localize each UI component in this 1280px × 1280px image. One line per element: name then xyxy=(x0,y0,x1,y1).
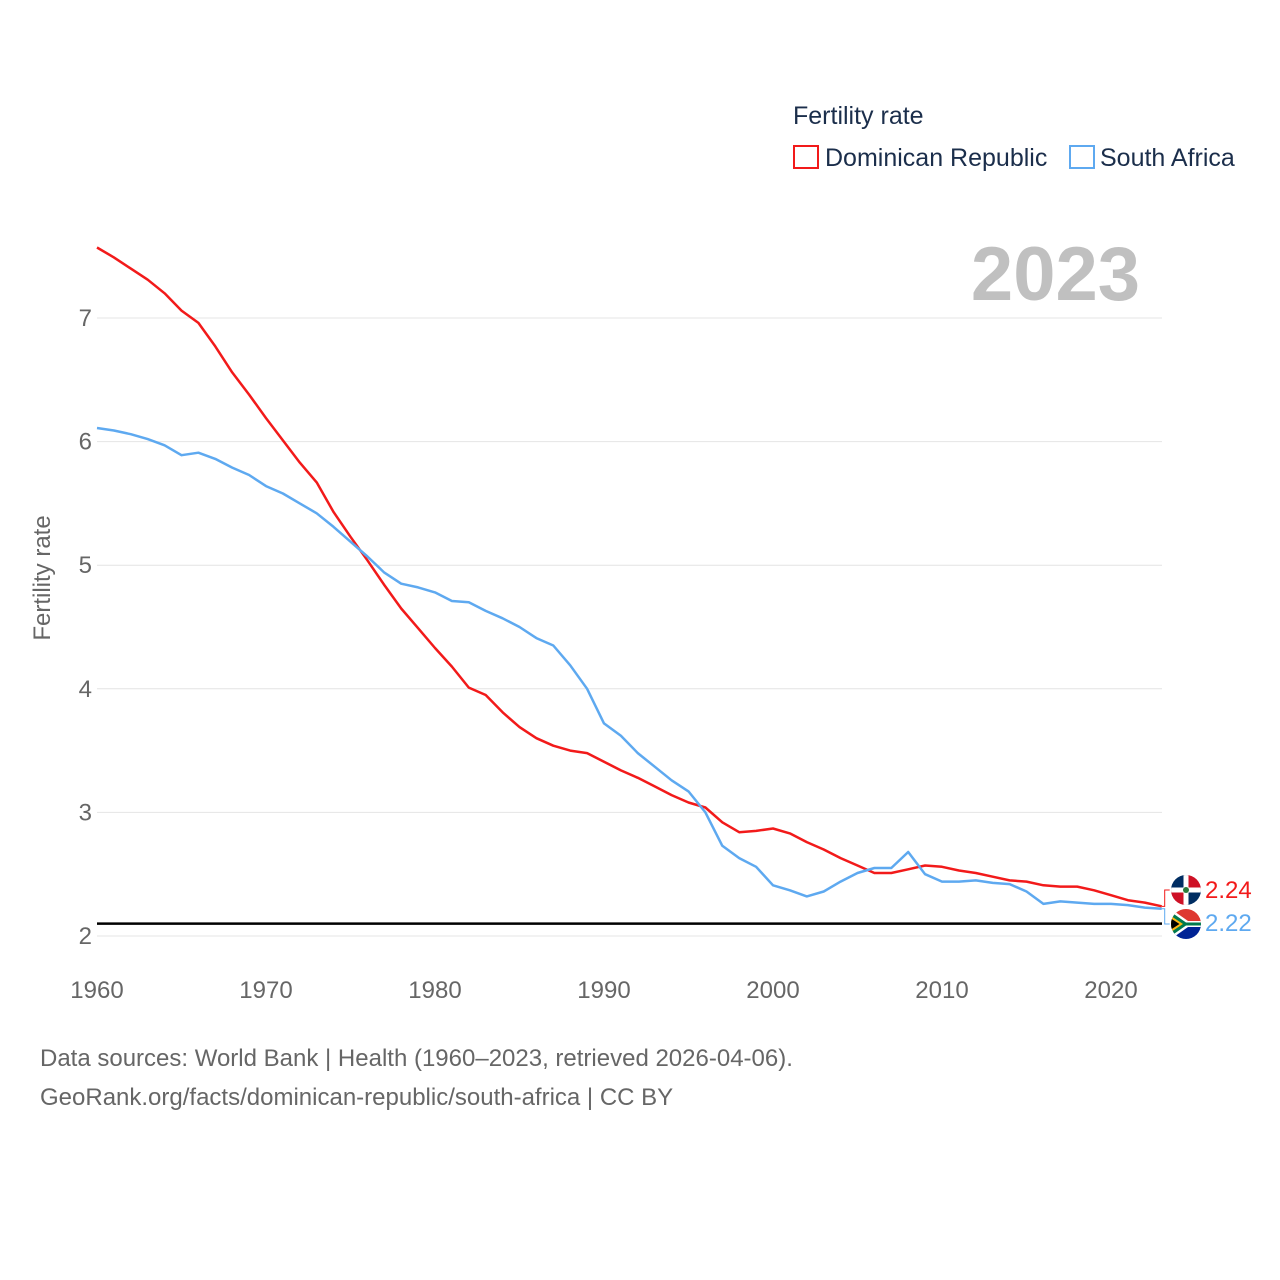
series-line-dominican-republic xyxy=(96,246,1162,908)
year-label: 2023 xyxy=(971,232,1140,317)
legend-label-south-africa[interactable]: South Africa xyxy=(1100,144,1235,172)
x-tick-label: 1980 xyxy=(408,977,461,1004)
y-axis-label: Fertility rate xyxy=(29,515,56,640)
south-africa-flag-icon xyxy=(1171,909,1201,939)
y-tick-label: 2 xyxy=(79,923,92,950)
dominican-republic-end-value: 2.24 xyxy=(1205,877,1252,904)
x-tick-label: 2020 xyxy=(1084,977,1137,1004)
y-tick-label: 3 xyxy=(79,799,92,826)
south-africa-end-value: 2.22 xyxy=(1205,910,1252,937)
x-tick-label: 1990 xyxy=(577,977,630,1004)
x-tick-label: 2010 xyxy=(915,977,968,1004)
end-connector xyxy=(1161,908,1170,925)
end-connector xyxy=(1161,889,1170,907)
x-tick-label: 2000 xyxy=(746,977,799,1004)
y-tick-label: 7 xyxy=(79,305,92,332)
legend-label-dominican-republic[interactable]: Dominican Republic xyxy=(825,144,1047,172)
source-url-text[interactable]: GeoRank.org/facts/dominican-republic/sou… xyxy=(40,1084,674,1111)
data-source-text: Data sources: World Bank | Health (1960–… xyxy=(40,1045,793,1072)
y-tick-label: 5 xyxy=(79,552,92,579)
x-tick-label: 1960 xyxy=(70,977,123,1004)
legend-title: Fertility rate xyxy=(793,102,924,130)
series-line-south-africa xyxy=(96,426,1162,911)
y-tick-label: 4 xyxy=(79,676,92,703)
legend-swatch-south-africa[interactable] xyxy=(1069,145,1095,169)
dominican-republic-flag-icon xyxy=(1171,875,1201,905)
x-tick-label: 1970 xyxy=(239,977,292,1004)
legend-swatch-dominican-republic[interactable] xyxy=(793,145,819,169)
y-tick-label: 6 xyxy=(79,429,92,456)
